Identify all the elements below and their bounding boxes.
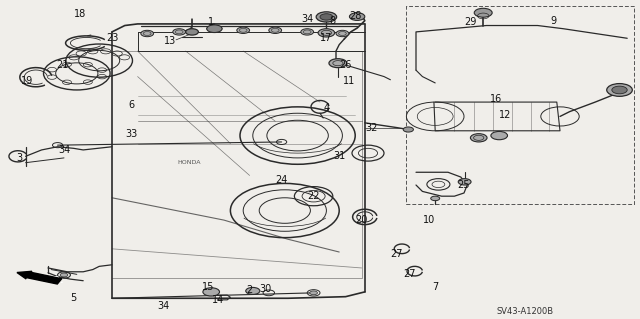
Text: 28: 28 [349, 11, 362, 21]
Circle shape [246, 287, 260, 294]
Text: 21: 21 [56, 60, 69, 70]
Text: 10: 10 [422, 215, 435, 225]
Circle shape [336, 30, 349, 37]
Text: 14: 14 [211, 295, 224, 305]
Text: 7: 7 [432, 282, 438, 292]
Text: 25: 25 [458, 180, 470, 190]
Text: 2: 2 [246, 285, 253, 295]
Circle shape [269, 27, 282, 33]
Text: 19: 19 [20, 76, 33, 86]
Text: 8: 8 [330, 16, 336, 26]
Text: 32: 32 [365, 122, 378, 133]
Text: 30: 30 [259, 284, 272, 294]
Text: 4: 4 [323, 103, 330, 114]
Circle shape [491, 131, 508, 140]
Text: 12: 12 [499, 110, 512, 120]
Circle shape [141, 30, 154, 37]
Circle shape [349, 13, 365, 20]
Circle shape [329, 59, 347, 68]
Text: 17: 17 [320, 33, 333, 43]
Text: 34: 34 [58, 145, 70, 155]
FancyArrow shape [17, 271, 61, 284]
Circle shape [310, 291, 317, 295]
Text: FR.: FR. [47, 276, 63, 285]
Text: 27: 27 [403, 269, 416, 279]
Bar [406, 6, 634, 204]
Circle shape [458, 179, 471, 185]
Circle shape [301, 29, 314, 35]
Circle shape [207, 25, 222, 33]
Circle shape [474, 8, 492, 17]
Text: 3: 3 [16, 153, 22, 163]
Text: 22: 22 [307, 191, 320, 201]
Circle shape [431, 196, 440, 201]
Circle shape [173, 29, 186, 35]
Text: 26: 26 [339, 60, 352, 70]
Circle shape [320, 14, 333, 20]
Text: SV43-A1200B: SV43-A1200B [496, 307, 554, 315]
Circle shape [318, 29, 335, 37]
Text: 24: 24 [275, 175, 288, 185]
Text: 13: 13 [163, 36, 176, 47]
Text: 5: 5 [70, 293, 77, 303]
Text: 11: 11 [342, 76, 355, 86]
Text: 23: 23 [106, 33, 118, 43]
Text: 1: 1 [208, 17, 214, 27]
Circle shape [470, 134, 487, 142]
Circle shape [607, 84, 632, 96]
Text: 6: 6 [128, 100, 134, 110]
Text: 9: 9 [550, 16, 557, 26]
Circle shape [316, 12, 337, 22]
Circle shape [186, 29, 198, 35]
Circle shape [612, 86, 627, 94]
Circle shape [403, 127, 413, 132]
Text: 18: 18 [74, 9, 86, 19]
Text: 20: 20 [355, 215, 368, 225]
Text: 33: 33 [125, 129, 138, 139]
Circle shape [60, 273, 68, 277]
Text: HONDA: HONDA [177, 160, 200, 165]
Text: 29: 29 [464, 17, 477, 27]
Text: 27: 27 [390, 249, 403, 259]
Text: 15: 15 [202, 282, 214, 292]
Text: 34: 34 [301, 14, 314, 24]
Text: 16: 16 [490, 94, 502, 104]
Text: 34: 34 [157, 301, 170, 311]
Text: 31: 31 [333, 151, 346, 161]
Circle shape [203, 288, 220, 296]
Circle shape [237, 27, 250, 33]
